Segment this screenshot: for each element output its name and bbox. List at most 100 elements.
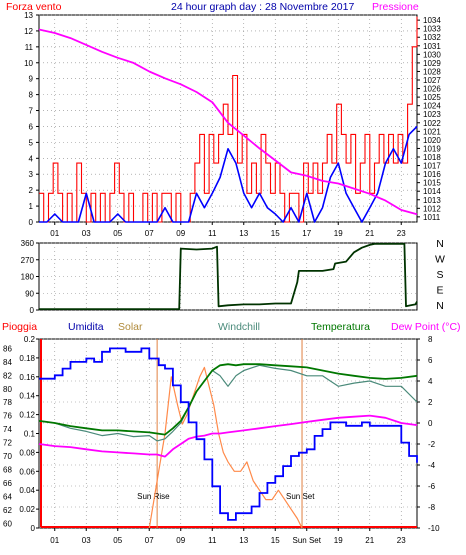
humidity-tick-label: 86	[3, 344, 12, 353]
rain-tick-label: 0.06	[19, 467, 35, 476]
wind-pressure-series	[38, 16, 418, 223]
temperature-hour-axis: 01 03 05 07 09 11 13 15 Sun Set 19 21 23	[50, 528, 406, 545]
hour-tick-label: 21	[365, 229, 374, 238]
temperature-hour-tick-label: 09	[176, 536, 185, 545]
rain-tick-label: 0.08	[19, 448, 35, 457]
temperature-tick-label: -4	[428, 461, 436, 470]
dewpoint-label: Dew Point (°C)	[391, 321, 461, 333]
rain-tick-label: 0.2	[24, 335, 36, 344]
humidity-tick-label: 82	[3, 371, 12, 380]
compass-label: W	[435, 254, 445, 266]
wind-direction-plot-area	[38, 242, 418, 311]
hour-tick-label: 17	[302, 229, 311, 238]
temperature-tick-label: -8	[428, 503, 436, 512]
temperature-hour-tick-label: 07	[145, 536, 154, 545]
temperature-humidity-panel: 00.020.040.060.080.10.120.140.160.180.2 …	[2, 321, 461, 545]
temperature-tick-label: 6	[428, 356, 433, 365]
temperature-line	[38, 363, 418, 436]
hour-tick-label: 07	[145, 229, 154, 238]
temperature-hour-tick-label: Sun Set	[293, 536, 322, 545]
rain-tick-label: 0.04	[19, 486, 35, 495]
pressure-tick-label: 1018	[423, 153, 441, 162]
pressure-tick-label: 1032	[423, 33, 441, 42]
pressure-tick-label: 1023	[423, 110, 441, 119]
hour-tick-label: 15	[271, 229, 280, 238]
humidity-tick-label: 70	[3, 452, 12, 461]
hour-tick-label: 01	[50, 229, 59, 238]
solar-line	[148, 366, 303, 529]
humidity-tick-label: 78	[3, 398, 12, 407]
temperature-hour-tick-label: 19	[334, 536, 343, 545]
pressure-line	[38, 28, 418, 216]
chart-title: 24 hour graph day : 28 Novembre 2017	[171, 1, 354, 13]
wind-tick-label: 9	[29, 75, 34, 84]
wind-tick-label: 2	[29, 186, 34, 195]
rain-tick-label: 0.02	[19, 505, 35, 514]
temperature-tick-label: 4	[428, 377, 433, 386]
temperature-hour-tick-label: 13	[239, 536, 248, 545]
pressure-tick-label: 1027	[423, 76, 441, 85]
hour-tick-label: 23	[397, 229, 406, 238]
temperature-tick-label: -10	[428, 524, 440, 533]
sun-rise-label: Sun Rise	[137, 492, 170, 501]
wind-axis-title: Forza vento	[6, 1, 62, 13]
pressure-tick-label: 1014	[423, 187, 441, 196]
direction-tick-label: 90	[25, 289, 34, 298]
wind-speed-line	[39, 125, 418, 223]
humidity-label: Umidita	[68, 321, 104, 333]
hour-tick-label: 09	[176, 229, 185, 238]
rain-label: Pioggia	[2, 321, 37, 333]
dewpoint-line	[38, 414, 418, 458]
sun-set-label: Sun Set	[286, 492, 315, 501]
temperature-hour-tick-label: 05	[113, 536, 122, 545]
hour-tick-label: 11	[208, 229, 217, 238]
direction-tick-label: 0	[30, 306, 35, 315]
temperature-tick-label: -2	[428, 440, 436, 449]
temperature-humidity-plot-area	[38, 338, 418, 529]
pressure-tick-label: 1020	[423, 136, 441, 145]
temperature-tick-label: -6	[428, 482, 436, 491]
humidity-tick-label: 60	[3, 519, 12, 528]
wind-tick-label: 0	[29, 218, 34, 227]
direction-tick-label: 270	[21, 256, 35, 265]
temperature-axis: -10 -8 -6 -4 -2 0 2 4 6 8	[417, 335, 440, 533]
pressure-tick-label: 1015	[423, 179, 441, 188]
pressure-tick-label: 1022	[423, 119, 441, 128]
humidity-tick-label: 74	[3, 425, 12, 434]
pressure-tick-label: 1019	[423, 144, 441, 153]
temperature-tick-label: 2	[428, 398, 433, 407]
wind-tick-label: 7	[29, 107, 34, 116]
direction-tick-label: 180	[21, 273, 35, 282]
wind-pressure-hour-axis: 01 03 05 07 09 11 13 15 17 19 21 23	[50, 222, 406, 238]
compass-label: N	[436, 300, 444, 312]
pressure-tick-label: 1012	[423, 204, 441, 213]
temperature-tick-label: 0	[428, 419, 433, 428]
wind-direction-line	[39, 242, 418, 311]
humidity-tick-label: 62	[3, 506, 12, 515]
humidity-tick-label: 72	[3, 439, 12, 448]
temperature-hour-tick-label: 21	[365, 536, 374, 545]
wind-direction-degree-axis: 0 90 180 270 360	[21, 239, 39, 315]
humidity-tick-label: 66	[3, 479, 12, 488]
rain-tick-label: 0.18	[19, 354, 35, 363]
pressure-tick-label: 1026	[423, 85, 441, 94]
wind-tick-label: 5	[29, 138, 34, 147]
compass-label: N	[436, 238, 444, 250]
hour-tick-label: 03	[82, 229, 91, 238]
rain-tick-label: 0	[31, 524, 36, 533]
rain-tick-label: 0.12	[19, 411, 35, 420]
rain-tick-label: 0.1	[24, 430, 36, 439]
pressure-tick-label: 1031	[423, 42, 441, 51]
rain-tick-label: 0.16	[19, 373, 35, 382]
humidity-line	[39, 347, 418, 521]
wind-tick-label: 6	[29, 122, 34, 131]
pressure-axis: 1011101210131014101510161017101810191020…	[417, 16, 441, 222]
pressure-tick-label: 1029	[423, 59, 441, 68]
wind-tick-label: 12	[24, 27, 33, 36]
compass-label: S	[436, 269, 443, 281]
gust-line	[39, 16, 418, 223]
rain-tick-label: 0.14	[19, 392, 35, 401]
